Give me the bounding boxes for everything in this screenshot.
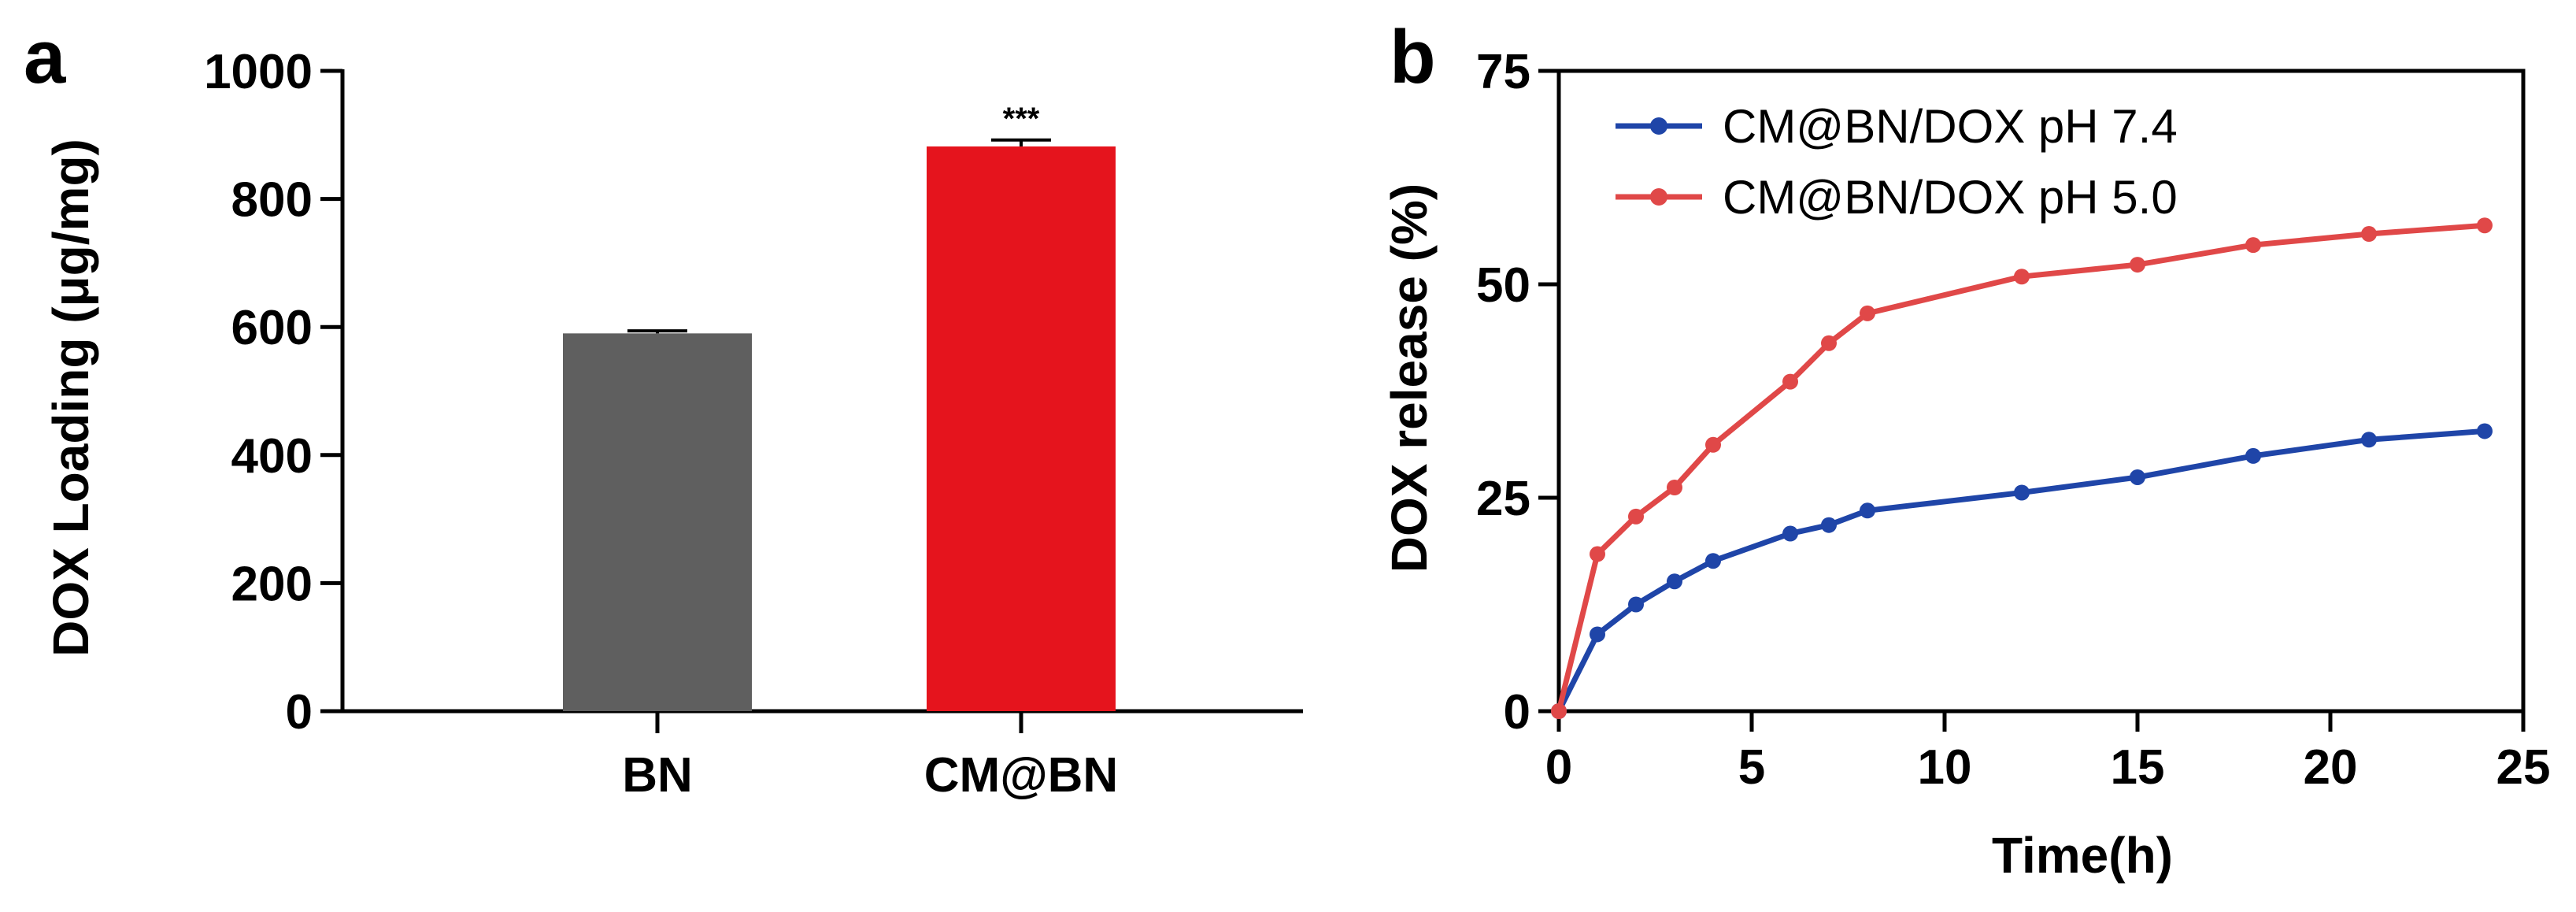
panel-b-letter: b	[1390, 15, 1436, 99]
panel-a-x-ticks: BN CM@BN	[622, 711, 1118, 803]
panel-a-x-tick-label: BN	[622, 748, 693, 803]
panel-a-x-tick-label: CM@BN	[924, 748, 1118, 803]
panel-a-significance-label: ***	[1003, 102, 1040, 136]
panel-b-y-tick-label: 75	[1476, 45, 1530, 99]
data-point	[2477, 217, 2493, 234]
panel-b-x-ticks: 0 5 10 15 20 25	[1545, 711, 2551, 795]
data-point	[1667, 479, 1682, 495]
panel-a-bars: ***	[563, 102, 1116, 711]
panel-a-bar	[563, 333, 752, 711]
panel-a-y-axis-title: DOX Loading (μg/mg)	[43, 139, 99, 657]
panel-b-legend: CM@BN/DOX pH 7.4 CM@BN/DOX pH 5.0	[1616, 100, 2178, 224]
data-point	[1590, 626, 1605, 643]
panel-a-y-tick-label: 1000	[204, 45, 313, 99]
data-point	[1860, 305, 1875, 321]
data-point	[1705, 436, 1721, 453]
data-point	[1667, 573, 1682, 590]
data-point	[1821, 517, 1837, 533]
panel-b-x-tick-label: 15	[2111, 740, 2165, 795]
data-point	[2361, 432, 2377, 448]
series-line	[1556, 222, 2485, 712]
panel-b-x-tick-label: 5	[1738, 740, 1765, 795]
data-point	[1705, 553, 1721, 569]
panel-b-y-tick-label: 50	[1476, 258, 1530, 313]
data-point	[2361, 226, 2377, 243]
panel-b-x-tick-label: 10	[1918, 740, 1972, 795]
panel-b-y-ticks: 0 25 50 75	[1476, 45, 1559, 740]
panel-a-bar-chart: a DOX Loading (μg/mg) *** 0 200 400 600 800 1…	[24, 15, 1303, 803]
panel-a-y-ticks: 0 200 400 600 800 1000	[204, 45, 342, 740]
data-point	[1551, 703, 1567, 719]
data-point	[2477, 423, 2493, 439]
data-point	[1628, 596, 1644, 613]
panel-b-axes	[1556, 69, 2526, 714]
panel-a-y-tick-label: 400	[231, 429, 313, 484]
panel-a-y-tick-label: 800	[231, 173, 313, 228]
legend-swatch-marker	[1650, 188, 1667, 206]
panel-b-x-tick-label: 20	[2304, 740, 2358, 795]
legend-swatch-marker	[1650, 117, 1667, 135]
panel-b-y-axis-title: DOX release (%)	[1381, 184, 1438, 573]
panel-b-x-tick-label: 0	[1545, 740, 1572, 795]
data-point	[2245, 237, 2261, 254]
data-point	[1590, 546, 1605, 562]
panel-b-x-axis-title: Time(h)	[1992, 827, 2173, 884]
panel-a-y-tick-label: 0	[286, 685, 313, 740]
panel-b-x-tick-label: 25	[2496, 740, 2551, 795]
data-point	[1782, 373, 1798, 390]
data-point	[2130, 257, 2145, 273]
panel-a-axes	[340, 69, 1303, 714]
data-point	[1821, 335, 1837, 351]
data-point	[2245, 447, 2261, 464]
panel-b-y-tick-label: 0	[1504, 685, 1530, 740]
panel-b-line-chart: b DOX release (%) Time(h) 0 25 50 75 0 5 10 15…	[1381, 15, 2550, 884]
series-line	[1556, 428, 2485, 713]
data-point	[2130, 469, 2145, 485]
legend-label: CM@BN/DOX pH 7.4	[1723, 100, 2178, 153]
panel-a-bar	[927, 146, 1116, 711]
panel-a-letter: a	[24, 15, 66, 99]
series-line-2	[1551, 217, 2493, 719]
panel-a-y-tick-label: 200	[231, 557, 313, 611]
data-point	[2014, 269, 2030, 285]
data-point	[2014, 484, 2030, 501]
data-point	[1782, 525, 1798, 542]
data-point	[1628, 508, 1644, 525]
panel-b-plot-frame	[1556, 69, 2526, 714]
panel-b-y-tick-label: 25	[1476, 472, 1530, 526]
panel-a-y-tick-label: 600	[231, 301, 313, 355]
series-line-1	[1551, 423, 2493, 719]
data-point	[1860, 502, 1875, 519]
panel-b-series	[1551, 217, 2493, 719]
legend-label: CM@BN/DOX pH 5.0	[1723, 171, 2178, 224]
